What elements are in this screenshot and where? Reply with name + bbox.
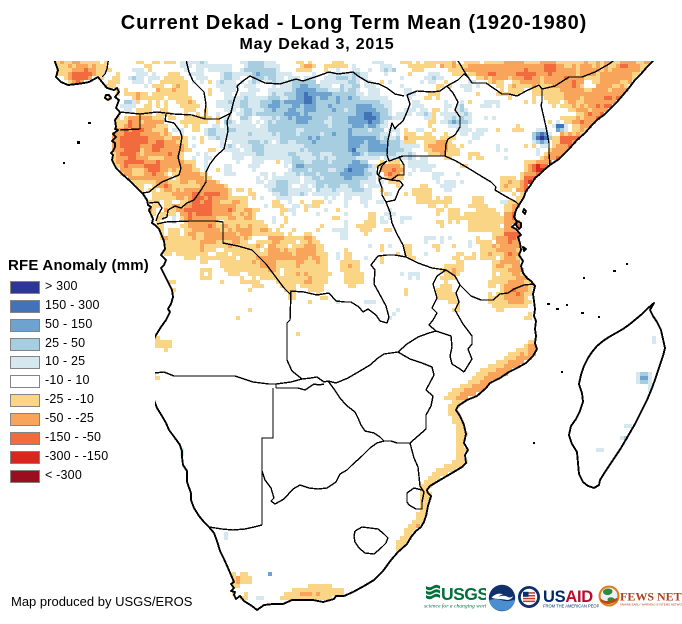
svg-text:FROM THE AMERICAN PEOPLE: FROM THE AMERICAN PEOPLE	[543, 604, 599, 609]
svg-text:science for a changing world: science for a changing world	[424, 603, 486, 610]
svg-text:USGS: USGS	[441, 584, 486, 604]
svg-text:FEWS NET: FEWS NET	[620, 590, 682, 604]
svg-text:USAID: USAID	[543, 588, 593, 606]
svg-text:FAMINE EARLY WARNING SYSTEMS N: FAMINE EARLY WARNING SYSTEMS NETWORK	[620, 603, 682, 607]
